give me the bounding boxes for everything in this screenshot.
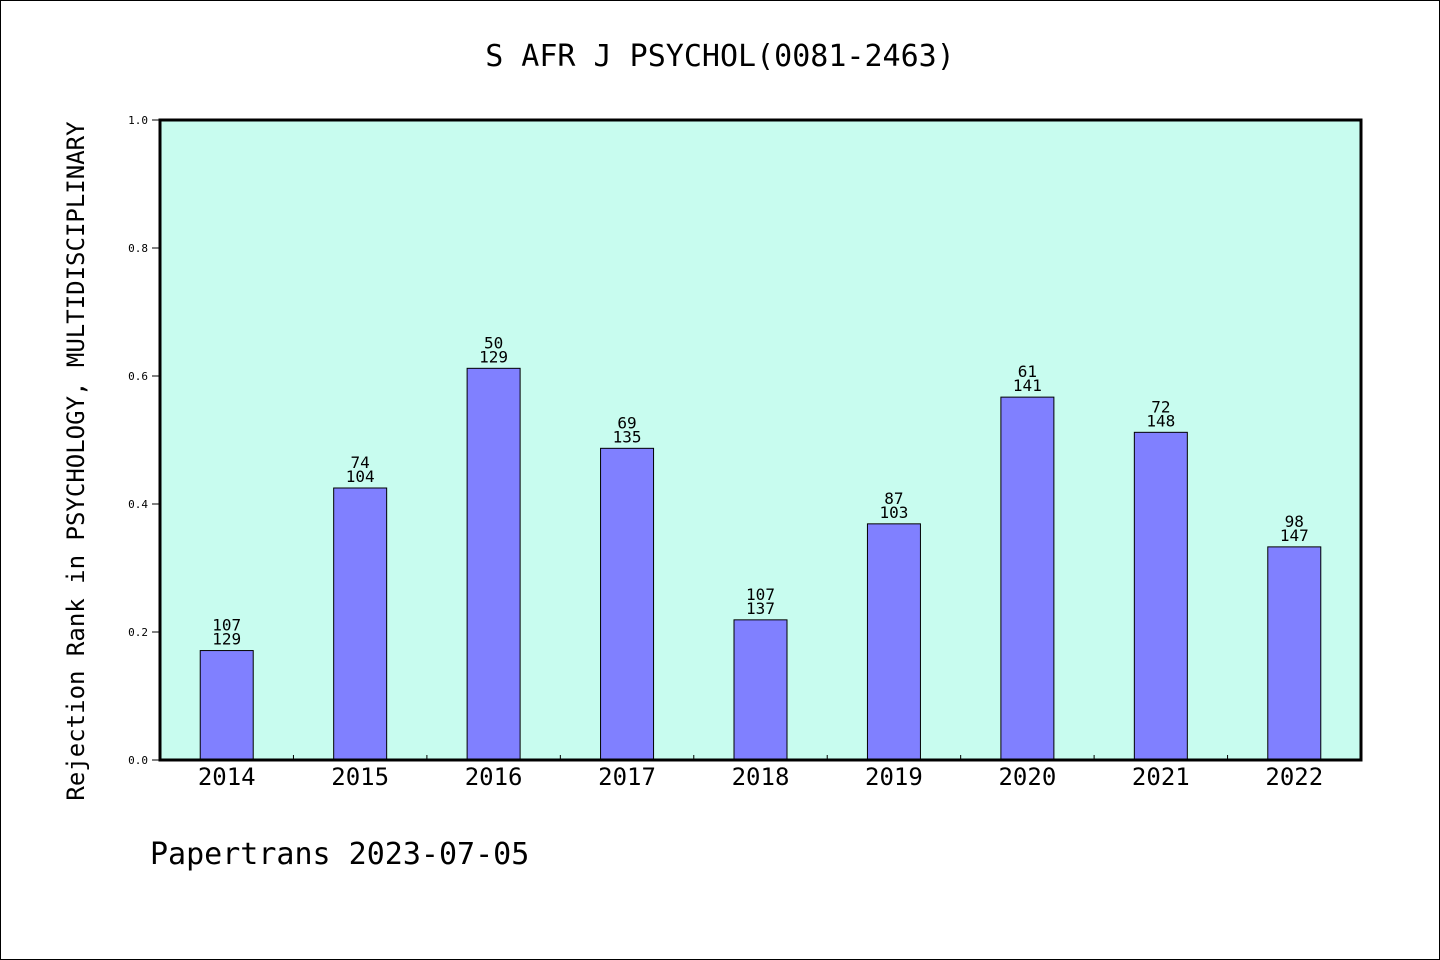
data-label-top: 50 (484, 333, 503, 352)
data-label-bottom: 148 (1146, 411, 1175, 430)
x-tick-label: 2015 (331, 763, 389, 791)
y-axis-ticks: 0.0 0.2 0.4 0.6 0.8 1.0 (128, 114, 160, 767)
plot-border (158, 118, 1363, 762)
footer-text: Papertrans 2023-07-05 (150, 837, 529, 872)
bar-2018 (733, 619, 788, 761)
x-tick-label: 2016 (465, 763, 523, 791)
bar-2020 (1000, 396, 1055, 761)
y-tick-label: 0.4 (128, 498, 148, 511)
y-axis-label: Rejection Rank in PSYCHOLOGY, MULTIDISCI… (62, 121, 90, 801)
data-label-top: 72 (1151, 397, 1170, 416)
data-label-top: 69 (617, 413, 636, 432)
chart-title: S AFR J PSYCHOL(0081-2463) (485, 39, 955, 74)
data-label-top: 61 (1018, 362, 1037, 381)
data-label-bottom: 135 (613, 427, 642, 446)
data-label-top: 107 (212, 616, 241, 635)
bars-group (199, 367, 1322, 761)
x-tick-label: 2017 (598, 763, 656, 791)
x-tick-label: 2018 (732, 763, 790, 791)
data-label-top: 74 (351, 453, 370, 472)
data-label-bottom: 129 (212, 630, 241, 649)
x-tick-label: 2020 (998, 763, 1056, 791)
data-label-bottom: 141 (1013, 376, 1042, 395)
data-labels-group: 1071297410450129691351071378710361141721… (212, 333, 1308, 648)
bar-2019 (866, 523, 921, 761)
y-tick-label: 1.0 (128, 114, 148, 127)
bar-2014 (199, 650, 254, 761)
bar-2017 (600, 447, 655, 761)
data-label-bottom: 103 (879, 503, 908, 522)
bar-2022 (1267, 546, 1322, 761)
x-tick-label: 2014 (198, 763, 256, 791)
data-label-bottom: 137 (746, 599, 775, 618)
data-label-bottom: 104 (346, 467, 375, 486)
data-label-top: 98 (1285, 512, 1304, 531)
bar-2021 (1133, 431, 1188, 761)
y-tick-label: 0.2 (128, 626, 148, 639)
x-axis-ticks: 2014 2015 2016 2017 2018 2019 2020 2021 2022 (198, 755, 1323, 791)
y-tick-label: 0.6 (128, 370, 148, 383)
y-tick-label: 0.0 (128, 754, 148, 767)
y-tick-label: 0.8 (128, 242, 148, 255)
x-tick-label: 2022 (1265, 763, 1323, 791)
bar-2015 (333, 487, 388, 761)
bar-2016 (466, 367, 521, 761)
data-label-top: 87 (884, 489, 903, 508)
data-label-bottom: 147 (1280, 526, 1309, 545)
x-tick-label: 2019 (865, 763, 923, 791)
x-tick-label: 2021 (1132, 763, 1190, 791)
data-label-top: 107 (746, 585, 775, 604)
data-label-bottom: 129 (479, 347, 508, 366)
